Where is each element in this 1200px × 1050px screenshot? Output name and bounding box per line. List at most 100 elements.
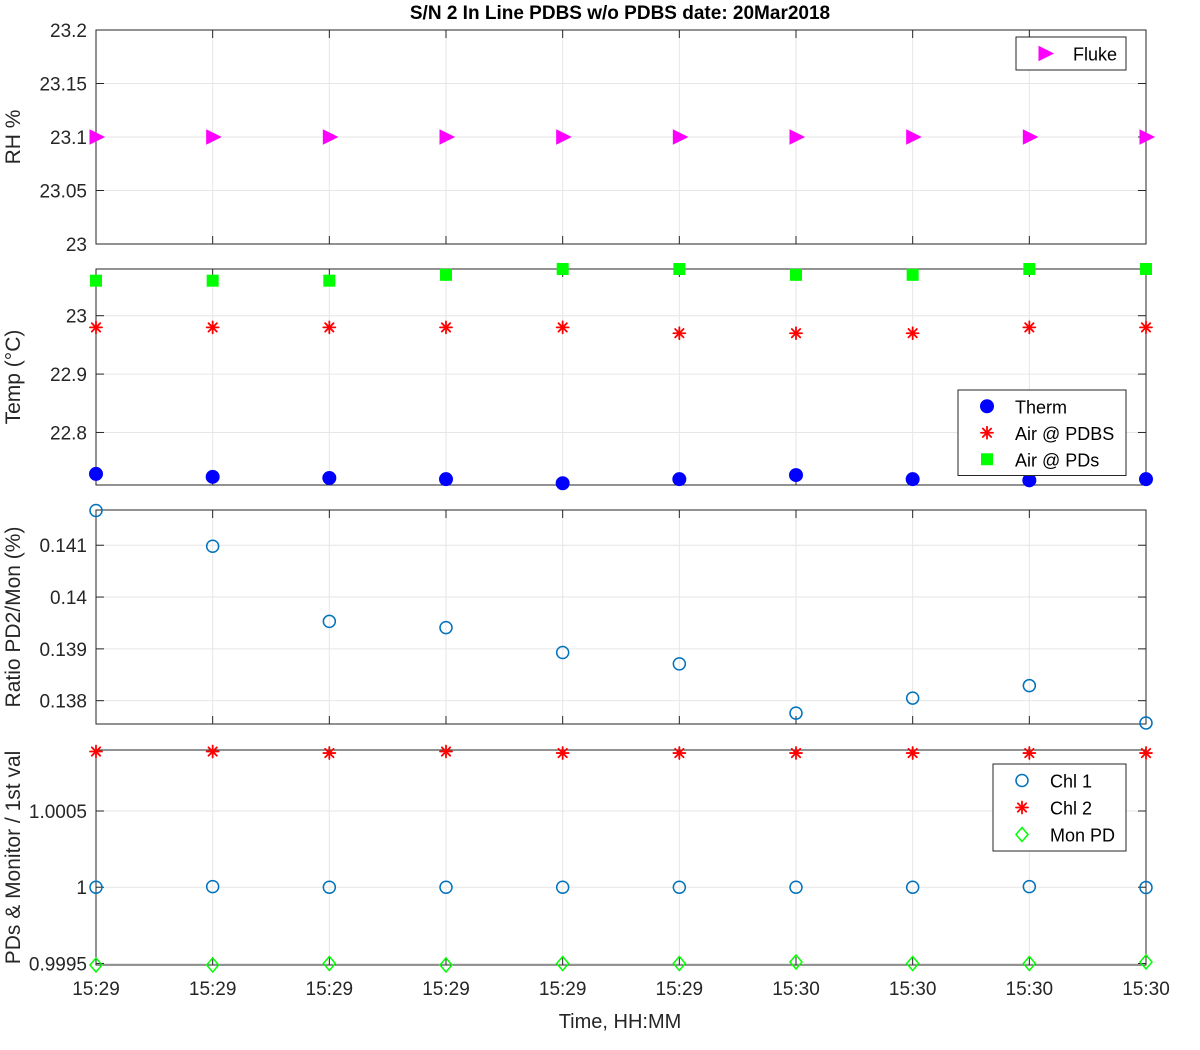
data-point bbox=[555, 320, 570, 335]
y-tick-label: 23.15 bbox=[39, 75, 87, 96]
y-tick-label: 0.9995 bbox=[29, 954, 87, 975]
data-point bbox=[672, 880, 687, 894]
x-tick-label: 15:29 bbox=[656, 979, 704, 1000]
x-tick-label: 15:29 bbox=[72, 979, 120, 1000]
data-point bbox=[322, 320, 337, 335]
data-point bbox=[439, 320, 453, 335]
y-tick-label: 0.141 bbox=[39, 536, 87, 557]
data-point bbox=[206, 129, 222, 145]
y-tick-label: 22.8 bbox=[50, 423, 87, 444]
markers bbox=[89, 263, 1153, 491]
data-point bbox=[672, 955, 687, 972]
data-point bbox=[672, 657, 687, 671]
data-point bbox=[1139, 746, 1153, 760]
data-point bbox=[322, 880, 337, 894]
data-point bbox=[1139, 880, 1153, 895]
data-point bbox=[89, 320, 103, 335]
markers bbox=[89, 744, 1153, 974]
data-point bbox=[905, 746, 920, 760]
data-point bbox=[790, 268, 802, 281]
data-point bbox=[322, 129, 339, 145]
legend: Therm Air @ PDBS Air @ PDs bbox=[957, 389, 1127, 476]
x-tick-label: 15:30 bbox=[1006, 979, 1054, 1000]
data-point bbox=[555, 476, 570, 491]
legend-marker bbox=[981, 453, 993, 466]
panel-3: 0.138 0.139 0.14 0.141 Ratio PD2/Mon (%) bbox=[2, 503, 1153, 730]
data-point bbox=[672, 326, 687, 341]
data-point bbox=[89, 744, 103, 759]
data-point bbox=[322, 470, 337, 485]
y-axis-label: Temp (°C) bbox=[2, 330, 25, 425]
data-point bbox=[555, 955, 570, 972]
legend: Chl 1 Chl 2 Mon PD bbox=[992, 763, 1127, 852]
legend-label: Chl 2 bbox=[1050, 799, 1092, 819]
panel-1: 23 23.05 23.1 23.15 23.2 RH % Fluke bbox=[2, 21, 1156, 256]
legend-label: Air @ PDBS bbox=[1015, 424, 1114, 444]
data-point bbox=[205, 879, 220, 894]
data-point bbox=[555, 645, 570, 660]
data-point bbox=[1139, 953, 1153, 971]
legend-marker bbox=[980, 399, 994, 414]
data-point bbox=[905, 955, 920, 972]
y-tick-label: 0.139 bbox=[39, 640, 87, 661]
data-point bbox=[1022, 879, 1037, 894]
data-point bbox=[322, 614, 337, 629]
data-point bbox=[905, 691, 920, 705]
data-point bbox=[439, 744, 453, 759]
data-point bbox=[1139, 129, 1156, 145]
data-point bbox=[906, 129, 922, 145]
panel-2: 22.8 22.9 23 Temp (°C) Therm Air @ PDBS Air @ … bbox=[2, 263, 1153, 491]
y-tick-label: 23 bbox=[66, 235, 87, 256]
data-point bbox=[789, 129, 806, 145]
data-point bbox=[205, 744, 220, 759]
data-point bbox=[89, 956, 103, 974]
plot-panels: 23 23.05 23.1 23.15 23.2 RH % Fluke 22.8 22.9 23 T… bbox=[2, 21, 1156, 975]
data-point bbox=[789, 326, 803, 341]
data-point bbox=[905, 472, 920, 487]
plot-area bbox=[96, 750, 1146, 965]
legend-marker bbox=[1015, 800, 1029, 815]
y-tick-label: 0.138 bbox=[39, 692, 87, 713]
data-point bbox=[322, 955, 337, 972]
data-point bbox=[89, 880, 103, 894]
data-point bbox=[672, 129, 689, 145]
data-point bbox=[1022, 746, 1037, 760]
plot-area bbox=[96, 510, 1146, 724]
data-point bbox=[789, 746, 803, 760]
x-tick-label: 15:29 bbox=[422, 979, 470, 1000]
x-axis: 15:29 15:29 15:29 15:29 15:29 15:29 15:30 15:30… bbox=[72, 979, 1170, 1000]
data-point bbox=[90, 274, 102, 287]
y-tick-label: 23.2 bbox=[50, 21, 87, 42]
legend: Fluke bbox=[1015, 36, 1127, 71]
axes-box bbox=[95, 509, 1147, 725]
data-point bbox=[1139, 320, 1153, 335]
data-point bbox=[439, 620, 453, 635]
axes-box bbox=[95, 268, 1147, 486]
x-tick-label: 15:29 bbox=[539, 979, 587, 1000]
data-point bbox=[439, 129, 456, 145]
figure-title: S/N 2 In Line PDBS w/o PDBS date: 20Mar2… bbox=[410, 3, 830, 24]
data-point bbox=[789, 468, 803, 483]
x-tick-label: 15:29 bbox=[189, 979, 237, 1000]
data-point bbox=[206, 274, 219, 287]
y-tick-label: 1.0005 bbox=[29, 802, 87, 823]
data-point bbox=[905, 880, 920, 894]
data-point bbox=[205, 320, 220, 335]
y-tick-label: 23 bbox=[66, 307, 87, 328]
markers bbox=[89, 503, 1153, 730]
y-axis-label: PDs & Monitor / 1st val bbox=[2, 751, 25, 965]
y-tick-label: 23.05 bbox=[39, 182, 87, 203]
data-point bbox=[1022, 955, 1037, 972]
legend-marker bbox=[980, 425, 994, 440]
x-axis-label: Time, HH:MM bbox=[559, 1011, 682, 1033]
data-point bbox=[205, 469, 220, 484]
data-point bbox=[439, 956, 453, 974]
x-tick-label: 15:29 bbox=[306, 979, 354, 1000]
y-axis-label: Ratio PD2/Mon (%) bbox=[2, 527, 25, 708]
data-point bbox=[1139, 716, 1153, 730]
data-point bbox=[672, 746, 687, 760]
data-point bbox=[205, 956, 220, 974]
y-tick-label: 23.1 bbox=[50, 128, 87, 149]
